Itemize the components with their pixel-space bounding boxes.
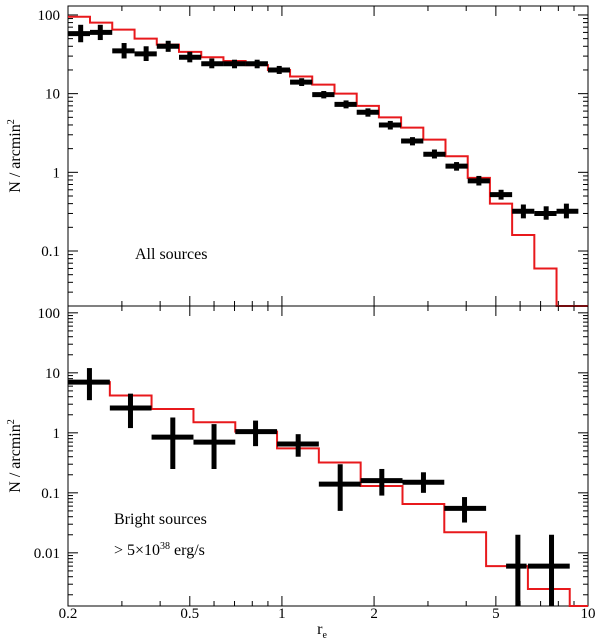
top-data-point: [68, 24, 91, 43]
threshold-suffix: erg/s: [170, 542, 205, 559]
bottom-data-point: [402, 472, 445, 493]
panel-bright-sources: 0.01 0.1 1 10 100 Bright sources > 5×1038 er…: [6, 305, 589, 607]
top-data-point: [290, 78, 313, 87]
top-data-point: [556, 203, 579, 219]
top-data-point: [334, 100, 357, 109]
top-data-point: [401, 137, 424, 146]
top-data-point: [467, 175, 490, 186]
top-y-tick-label: 0.1: [41, 244, 60, 260]
bottom-y-label-text: N / arcmin: [7, 424, 24, 492]
top-data-point: [245, 59, 268, 69]
top-data-point: [201, 58, 224, 69]
bottom-data-point: [360, 468, 403, 496]
x-tick-label: 0.5: [180, 606, 199, 622]
bright-sources-label: Bright sources: [114, 511, 207, 528]
top-y-tick-label: 1: [53, 165, 61, 181]
bottom-data-point: [277, 434, 319, 457]
top-data-point: [534, 206, 557, 220]
top-y-label-text: N / arcmin: [7, 124, 24, 192]
top-data-point: [312, 91, 335, 99]
bottom-panel-data-points: [68, 368, 570, 606]
bottom-data-point: [318, 464, 361, 511]
top-data-point: [267, 65, 291, 74]
luminosity-threshold-label: > 5×1038 erg/s: [114, 541, 205, 559]
top-panel-ticks: 0.1 1 10 100: [38, 6, 588, 306]
top-data-point: [489, 189, 513, 200]
top-panel-model-step-line: [68, 15, 588, 307]
top-panel-data-points: [68, 24, 579, 220]
top-data-point: [179, 51, 202, 63]
bottom-data-point: [151, 417, 194, 469]
top-data-point: [445, 162, 468, 171]
bottom-data-point: [444, 497, 487, 523]
x-tick-label: 1: [278, 606, 286, 622]
threshold-exponent: 38: [160, 541, 170, 552]
bottom-y-tick-label: 100: [38, 306, 61, 322]
top-data-point: [378, 120, 402, 130]
bottom-y-tick-label: 0.1: [41, 486, 60, 502]
top-y-tick-label: 10: [45, 87, 60, 103]
bottom-panel-model-step-line: [68, 381, 588, 607]
all-sources-label: All sources: [135, 246, 207, 263]
top-y-label-exponent: 2: [6, 119, 17, 124]
bottom-data-point: [109, 393, 152, 429]
top-data-point: [134, 46, 157, 61]
top-data-point: [112, 43, 135, 59]
x-axis-label: re: [317, 621, 327, 640]
x-tick-label: 2: [370, 606, 378, 622]
top-data-point: [156, 40, 180, 52]
bottom-data-point: [527, 534, 570, 606]
bottom-y-tick-label: 0.01: [34, 546, 60, 562]
x-axis-tick-labels: 0.2 0.5 1 2 5 10: [59, 606, 596, 622]
bottom-data-point: [506, 534, 527, 606]
x-tick-label: 0.2: [59, 606, 78, 622]
panel-all-sources: 0.1 1 10 100 All sources N / arcmin2: [6, 5, 589, 307]
threshold-prefix: > 5×10: [114, 542, 160, 559]
top-y-tick-label: 100: [38, 8, 61, 24]
bottom-data-point: [68, 368, 110, 401]
bottom-data-point: [193, 424, 236, 469]
bottom-panel-ticks: 0.01 0.1 1 10 100: [34, 306, 588, 606]
top-panel-y-axis-label: N / arcmin2: [6, 119, 24, 192]
x-label-text: r: [317, 621, 323, 638]
top-data-point: [356, 108, 379, 117]
x-tick-label: 10: [581, 606, 596, 622]
bottom-panel-frame: [67, 305, 589, 607]
top-data-point: [90, 24, 113, 41]
bottom-panel-y-axis-label: N / arcmin2: [6, 419, 24, 492]
bottom-data-point: [235, 420, 278, 447]
x-label-subscript: e: [322, 630, 327, 640]
top-data-point: [223, 59, 246, 69]
bottom-y-tick-label: 10: [45, 366, 60, 382]
bottom-y-tick-label: 1: [53, 426, 61, 442]
x-tick-label: 5: [492, 606, 500, 622]
top-data-point: [512, 204, 535, 219]
top-data-point: [423, 149, 446, 159]
bottom-y-label-exponent: 2: [6, 419, 17, 424]
